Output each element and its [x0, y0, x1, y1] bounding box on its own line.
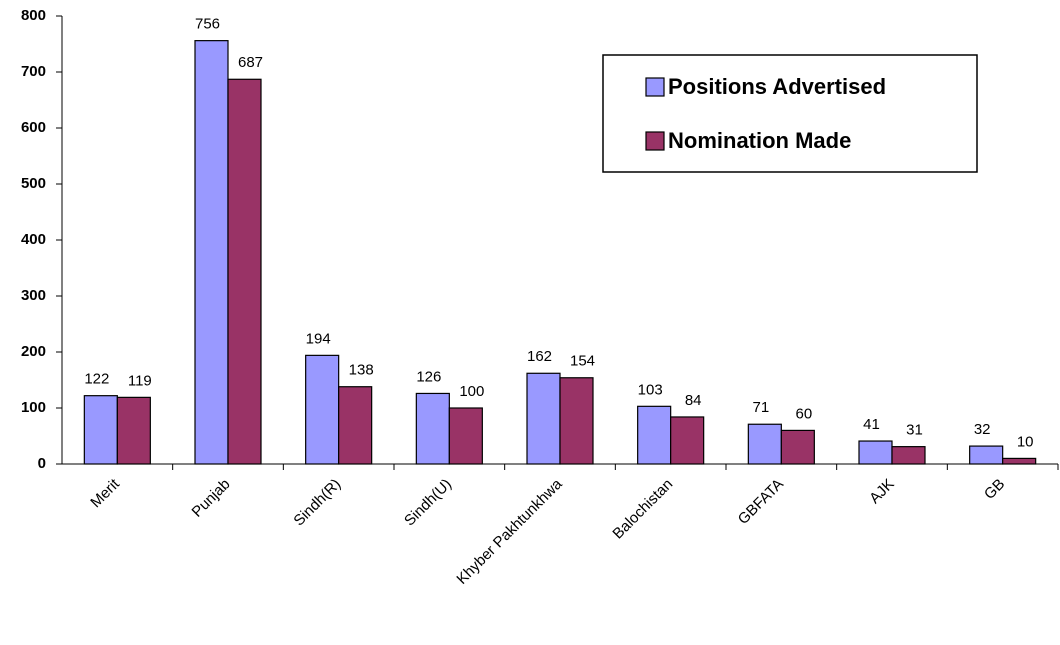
x-tick-label: Khyber Pakhtunkhwa	[453, 475, 566, 588]
x-tick-label: Sindh(R)	[290, 476, 344, 530]
value-label: 162	[527, 348, 552, 365]
value-label: 60	[795, 405, 812, 422]
value-label: 122	[84, 371, 109, 388]
bar	[559, 377, 594, 465]
bar	[637, 405, 672, 465]
value-label: 687	[238, 54, 263, 71]
value-label: 31	[906, 422, 923, 439]
x-tick-label: Merit	[87, 475, 123, 511]
bar	[780, 429, 815, 465]
x-tick-label: GBFATA	[735, 476, 787, 528]
y-tick-label: 300	[21, 287, 46, 304]
legend-label: Nomination Made	[668, 128, 851, 153]
bar	[227, 78, 262, 465]
bar	[670, 416, 705, 465]
x-tick-label: GB	[981, 476, 1008, 503]
x-tick-label: AJK	[866, 476, 897, 507]
bar	[526, 372, 561, 465]
value-label: 32	[974, 421, 991, 438]
y-tick-label: 200	[21, 343, 46, 360]
y-tick-label: 400	[21, 231, 46, 248]
bar	[747, 423, 782, 465]
value-label: 194	[306, 330, 331, 347]
bar	[891, 446, 926, 465]
value-label: 10	[1017, 433, 1034, 450]
y-tick-label: 100	[21, 399, 46, 416]
value-label: 84	[685, 392, 702, 409]
value-label: 103	[638, 381, 663, 398]
value-label: 756	[195, 16, 220, 33]
legend-label: Positions Advertised	[668, 74, 886, 99]
bar	[116, 396, 151, 465]
x-tick-label: Sindh(U)	[401, 476, 455, 530]
value-label: 41	[863, 416, 880, 433]
value-label: 154	[570, 353, 595, 370]
y-tick-label: 0	[38, 455, 46, 472]
value-label: 71	[752, 399, 769, 416]
value-label: 138	[349, 362, 374, 379]
bar	[83, 395, 118, 465]
legend-swatch	[645, 131, 665, 151]
value-label: 126	[416, 368, 441, 385]
bar	[194, 40, 229, 465]
y-tick-label: 500	[21, 175, 46, 192]
y-tick-label: 600	[21, 119, 46, 136]
legend-box	[602, 54, 978, 173]
legend-swatch	[645, 77, 665, 97]
bar	[415, 392, 450, 465]
y-tick-label: 700	[21, 63, 46, 80]
value-label: 100	[459, 383, 484, 400]
bar	[1002, 457, 1037, 465]
x-tick-label: Punjab	[189, 476, 234, 521]
x-tick-label: Balochistan	[609, 476, 676, 543]
bar	[969, 445, 1004, 465]
bar	[448, 407, 483, 465]
bar	[858, 440, 893, 465]
bar	[305, 354, 340, 465]
bar	[338, 386, 373, 465]
y-tick-label: 800	[21, 7, 46, 24]
value-label: 119	[128, 372, 152, 389]
